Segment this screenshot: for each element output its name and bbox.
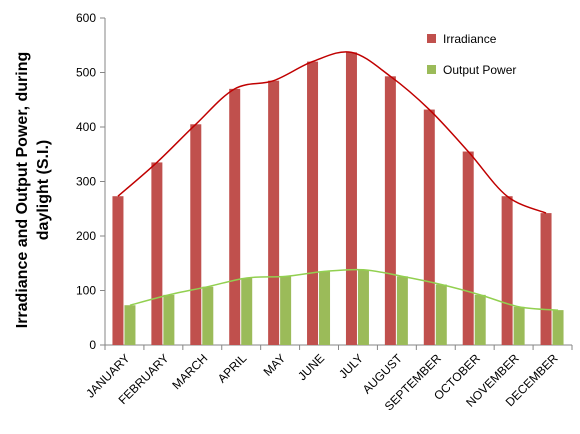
bars <box>112 52 564 346</box>
bar-output-power <box>357 269 369 345</box>
bar-irradiance <box>384 76 396 345</box>
bar-output-power <box>124 305 136 345</box>
y-tick-label: 100 <box>76 284 96 298</box>
trendline-irradiance <box>117 51 547 214</box>
legend-label-output-power: Output Power <box>443 63 516 77</box>
bar-irradiance <box>112 196 124 345</box>
y-axis-label-line-2: daylight (S.I.) <box>35 140 52 240</box>
bar-irradiance <box>268 80 280 346</box>
bar-irradiance <box>540 213 552 345</box>
bar-irradiance <box>229 88 241 345</box>
legend-swatch-output-power <box>427 65 436 74</box>
legend: Irradiance Output Power <box>427 32 516 77</box>
bar-output-power <box>241 277 253 345</box>
bar-output-power <box>319 271 331 345</box>
bar-output-power <box>202 286 214 345</box>
y-tick-label: 300 <box>76 175 96 189</box>
trendline-output-power <box>129 268 559 311</box>
y-tick-label: 200 <box>76 229 96 243</box>
y-axis-label-line-1: Irradiance and Output Power, during <box>14 52 31 328</box>
bar-irradiance <box>151 162 163 345</box>
legend-label-irradiance: Irradiance <box>443 32 497 46</box>
legend-swatch-irradiance <box>427 34 436 43</box>
bar-irradiance <box>462 151 474 345</box>
y-axis-label: Irradiance and Output Power, during dayl… <box>14 52 52 328</box>
x-tick-label: JUNE <box>295 351 327 383</box>
bar-output-power <box>552 310 564 345</box>
x-tick-label: APRIL <box>215 351 250 386</box>
bar-irradiance <box>307 61 319 345</box>
x-tick-label: MAY <box>261 351 289 379</box>
bar-irradiance <box>345 52 357 346</box>
y-tick-label: 600 <box>76 11 96 25</box>
bar-output-power <box>513 306 525 345</box>
bar-output-power <box>474 294 486 345</box>
bar-irradiance <box>190 124 202 346</box>
bar-irradiance <box>501 196 513 345</box>
bar-irradiance <box>423 109 435 345</box>
trendlines <box>117 51 559 311</box>
x-tick-label: MARCH <box>169 351 210 392</box>
bar-output-power <box>435 284 447 345</box>
bar-output-power <box>163 294 175 345</box>
y-tick-label: 400 <box>76 120 96 134</box>
y-tick-label: 500 <box>76 66 96 80</box>
bar-output-power <box>396 276 408 345</box>
y-tick-label: 0 <box>89 338 96 352</box>
x-tick-label: JULY <box>336 351 366 381</box>
bar-output-power <box>280 276 292 345</box>
